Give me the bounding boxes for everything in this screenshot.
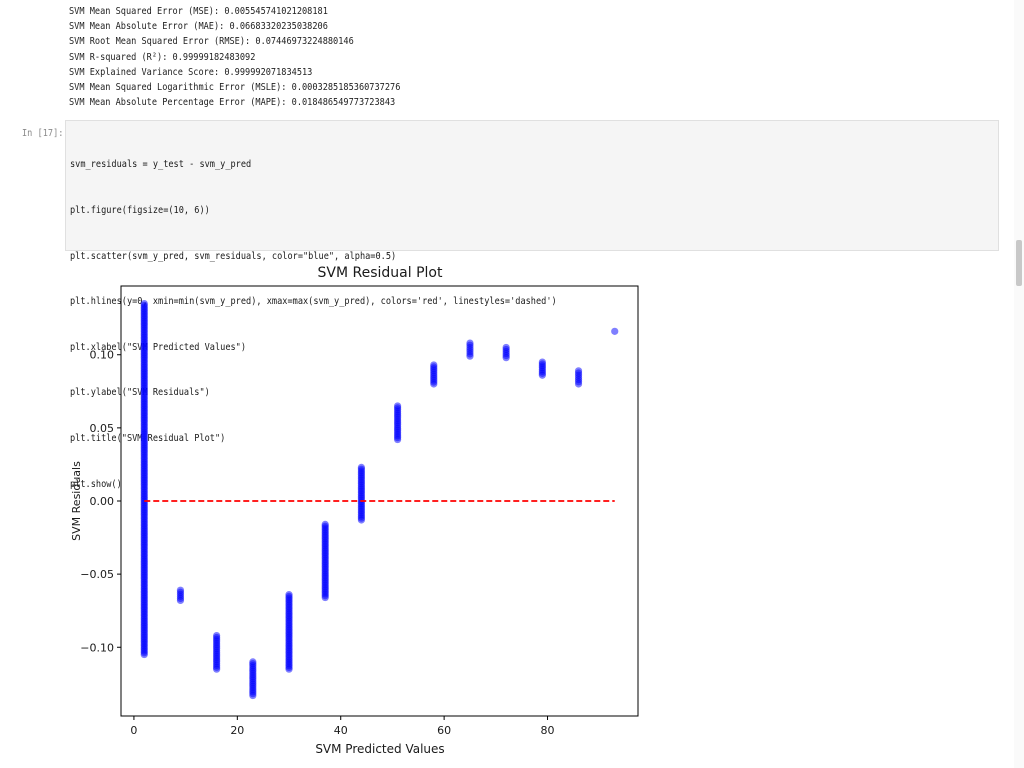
y-tick-label: −0.10 xyxy=(80,641,114,654)
code-line: plt.xlabel("SVM Predicted Values") xyxy=(70,341,247,353)
scatter-point xyxy=(574,367,583,375)
code-line: svm_residuals = y_test - svm_y_pred xyxy=(70,159,252,171)
metric-line: SVM Mean Absolute Percentage Error (MAPE… xyxy=(69,97,396,109)
scatter-point xyxy=(285,591,293,599)
cell-prompt: In [17]: xyxy=(22,128,64,139)
x-axis-ticks: 0 20 40 60 80 xyxy=(130,716,555,737)
metric-line: SVM Mean Squared Error (MSE): 0.00554574… xyxy=(69,6,328,17)
y-tick-label: 0.00 xyxy=(90,495,115,508)
scatter-point xyxy=(140,299,148,308)
scatter-point xyxy=(321,520,329,529)
code-line: plt.figure(figsize=(10, 6)) xyxy=(70,205,210,217)
metric-line: SVM R-squared (R²): 0.99999182483092 xyxy=(69,51,256,63)
metric-line: SVM Root Mean Squared Error (RMSE): 0.07… xyxy=(69,36,354,48)
scatter-point xyxy=(213,631,221,640)
x-tick-label: 40 xyxy=(334,724,348,737)
code-line: plt.show() xyxy=(70,478,122,490)
metric-line: SVM Mean Squared Logarithmic Error (MSLE… xyxy=(69,82,401,94)
y-axis-label: SVM Residuals xyxy=(70,461,83,541)
x-tick-label: 20 xyxy=(230,724,244,737)
code-line: plt.title("SVM Residual Plot") xyxy=(70,433,226,445)
metrics-output: SVM Mean Squared Error (MSE): 0.00554574… xyxy=(69,4,400,110)
y-axis-ticks: −0.10 −0.05 0.00 0.05 0.10 xyxy=(80,349,121,654)
scatter-point xyxy=(249,658,257,666)
y-tick-label: 0.05 xyxy=(90,422,115,435)
metric-line: SVM Mean Absolute Error (MAE): 0.0668332… xyxy=(69,21,328,33)
code-line: plt.ylabel("SVM Residuals") xyxy=(70,387,210,399)
vertical-scrollbar[interactable] xyxy=(1014,0,1024,768)
scatter-point xyxy=(430,361,438,369)
scatter-point xyxy=(394,402,402,410)
x-tick-label: 60 xyxy=(437,724,451,737)
scatter-point xyxy=(176,586,185,594)
scrollbar-thumb[interactable] xyxy=(1016,240,1022,286)
code-cell-input[interactable]: svm_residuals = y_test - svm_y_pred plt.… xyxy=(65,120,999,490)
code-line: plt.hlines(y=0, xmin=min(svm_y_pred), xm… xyxy=(70,296,557,308)
code-block[interactable]: svm_residuals = y_test - svm_y_pred plt.… xyxy=(70,127,557,522)
scatter-point xyxy=(357,463,365,471)
plot-area xyxy=(140,299,619,700)
scatter-point xyxy=(466,339,474,347)
x-tick-label: 80 xyxy=(541,724,555,737)
scatter-point xyxy=(611,327,619,335)
scatter-point xyxy=(502,343,510,352)
x-axis-label: SVM Predicted Values xyxy=(315,742,444,756)
x-tick-label: 0 xyxy=(130,724,137,737)
chart-title: SVM Residual Plot xyxy=(318,265,443,281)
y-tick-label: −0.05 xyxy=(80,568,114,581)
y-tick-label: 0.10 xyxy=(90,349,115,362)
plot-frame xyxy=(120,285,639,717)
scatter-point xyxy=(538,358,546,366)
metric-line: SVM Explained Variance Score: 0.99999207… xyxy=(69,66,313,78)
code-line: plt.scatter(svm_y_pred, svm_residuals, c… xyxy=(70,250,397,262)
